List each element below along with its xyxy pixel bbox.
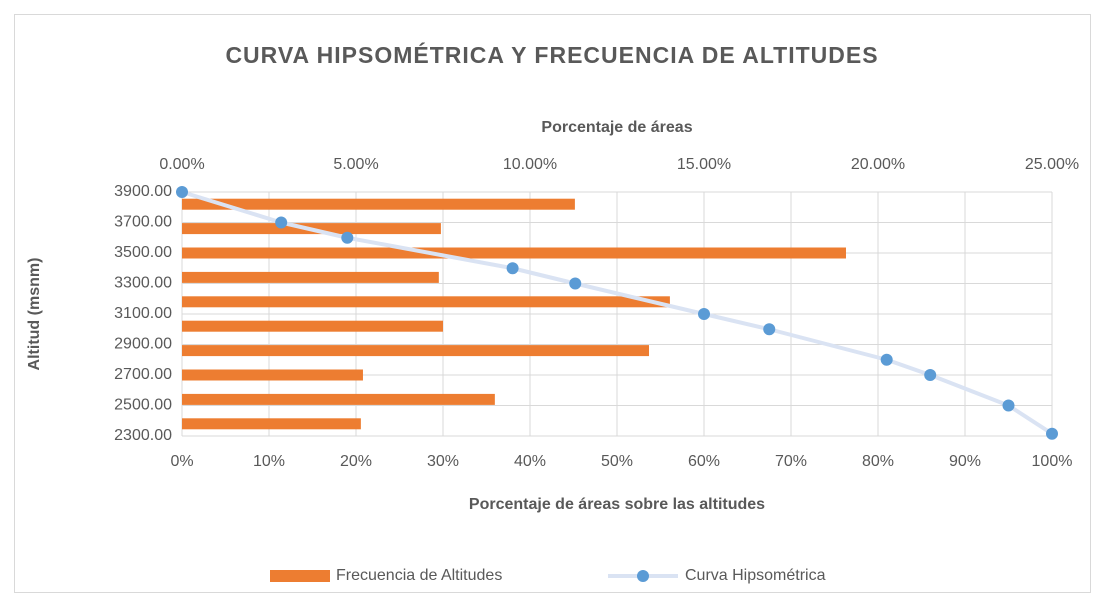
x-tick-label: 90%: [949, 453, 981, 470]
x-axis-title: Porcentaje de áreas sobre las altitudes: [469, 496, 765, 513]
y-tick-label: 2900.00: [114, 336, 172, 353]
bar: [182, 418, 361, 430]
marker: [506, 262, 519, 275]
x2-tick-label: 10.00%: [503, 156, 557, 173]
y-tick-label: 3300.00: [114, 275, 172, 292]
y-tick-label: 3900.00: [114, 183, 172, 200]
bar: [182, 198, 575, 210]
bar: [182, 247, 846, 259]
marker: [924, 369, 937, 381]
bar: [182, 345, 650, 357]
x-tick-label: 70%: [775, 453, 807, 470]
x-tick-label: 20%: [340, 453, 372, 470]
x-tick-label: 30%: [427, 453, 459, 470]
x-tick-label: 40%: [514, 453, 546, 470]
x2-tick-label: 5.00%: [333, 156, 378, 173]
y-tick-label: 2500.00: [114, 397, 172, 414]
legend-label: Frecuencia de Altitudes: [336, 567, 502, 584]
legend-label: Curva Hipsométrica: [685, 567, 826, 584]
marker: [763, 323, 776, 336]
x-tick-label: 60%: [688, 453, 720, 470]
chart-title: CURVA HIPSOMÉTRICA Y FRECUENCIA DE ALTIT…: [225, 41, 878, 68]
y-tick-label: 2300.00: [114, 427, 172, 444]
x-tick-label: 50%: [601, 453, 633, 470]
x2-tick-label: 15.00%: [677, 156, 731, 173]
bar: [182, 296, 670, 308]
x2-tick-label: 0.00%: [159, 156, 204, 173]
y-tick-label: 2700.00: [114, 366, 172, 383]
bar: [182, 320, 443, 332]
legend-swatch: [270, 570, 330, 582]
legend-marker: [637, 570, 649, 582]
bar: [182, 393, 495, 405]
bar: [182, 369, 363, 381]
x-tick-label: 10%: [253, 453, 285, 470]
marker: [176, 186, 188, 198]
y-tick-label: 3700.00: [114, 214, 172, 231]
marker: [341, 231, 354, 244]
x2-tick-label: 25.00%: [1025, 156, 1079, 173]
marker: [880, 353, 893, 366]
marker: [275, 216, 288, 229]
y-tick-label: 3100.00: [114, 305, 172, 322]
x2-tick-label: 20.00%: [851, 156, 905, 173]
marker: [698, 308, 710, 320]
x2-axis-title: Porcentaje de áreas: [541, 119, 692, 136]
x-tick-label: 100%: [1032, 453, 1073, 470]
bar: [182, 271, 439, 283]
x-tick-label: 0%: [170, 453, 193, 470]
marker: [569, 277, 582, 290]
y-axis-title: Altitud (msnm): [26, 258, 43, 371]
y-tick-label: 3500.00: [114, 244, 172, 261]
marker: [1046, 427, 1058, 440]
marker: [1002, 399, 1015, 412]
x-tick-label: 80%: [862, 453, 894, 470]
